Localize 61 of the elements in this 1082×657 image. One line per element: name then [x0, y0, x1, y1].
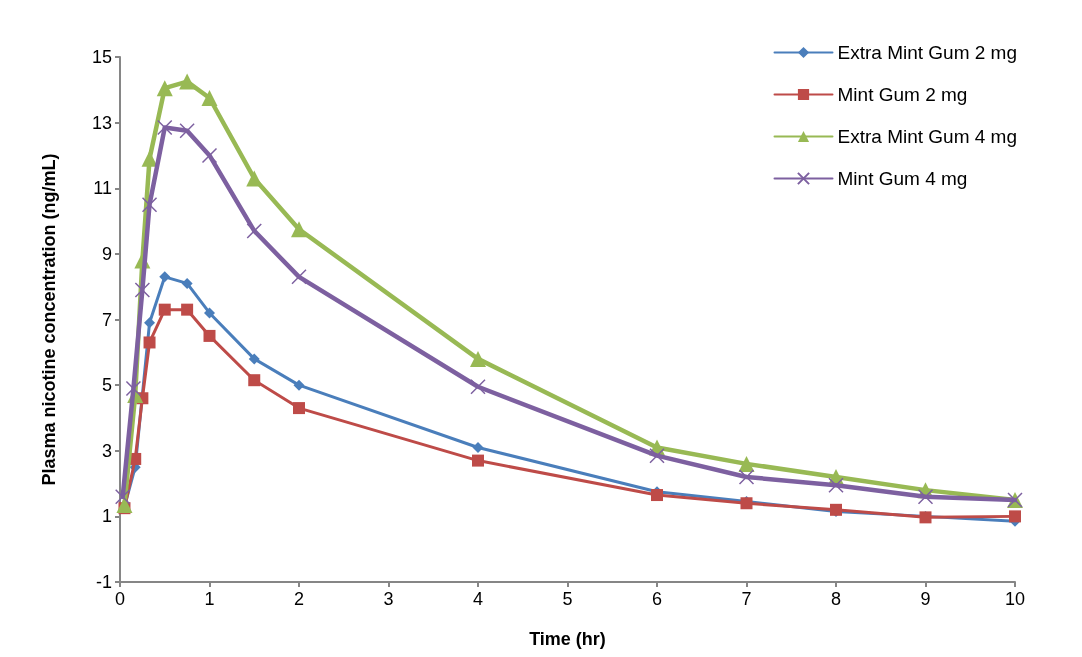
- point: [472, 454, 484, 467]
- y-tick-label: 1: [101, 506, 112, 527]
- y-tick-label: 5: [101, 375, 112, 396]
- point: [158, 303, 171, 316]
- y-tick-label: 9: [101, 243, 112, 264]
- point: [248, 374, 261, 387]
- point: [201, 90, 218, 107]
- point: [179, 73, 196, 90]
- point: [159, 271, 171, 283]
- point: [651, 489, 663, 502]
- y-tick-label: 13: [91, 112, 112, 133]
- point: [917, 488, 934, 505]
- x-axis-title: Time (hr): [529, 629, 606, 649]
- point: [141, 150, 158, 167]
- point: [248, 353, 260, 365]
- legend-label: Mint Gum 4 mg: [837, 168, 968, 189]
- point: [738, 469, 755, 485]
- y-tick-label: 3: [101, 440, 112, 461]
- y-tick-label: 11: [93, 178, 112, 199]
- point: [179, 123, 195, 139]
- x-tick-label: 9: [920, 589, 931, 609]
- point: [472, 441, 484, 453]
- point: [134, 282, 151, 298]
- point: [141, 196, 158, 213]
- point: [204, 307, 215, 319]
- x-tick-label: 5: [562, 589, 573, 609]
- point: [203, 329, 216, 342]
- point: [470, 350, 486, 367]
- y-axis-title: Plasma nicotine concentration (ng/mL): [39, 153, 59, 486]
- point: [293, 379, 305, 391]
- point: [246, 170, 263, 187]
- x-tick-label: 3: [383, 589, 394, 609]
- point: [156, 80, 173, 97]
- x-tick-label: 2: [293, 589, 305, 609]
- legend-label: Extra Mint Gum 2 mg: [837, 42, 1018, 63]
- x-tick-label: 0: [114, 589, 126, 609]
- x-tick-label: 1: [204, 589, 215, 609]
- legend-label: Extra Mint Gum 4 mg: [837, 126, 1018, 147]
- point: [738, 455, 755, 472]
- point: [144, 317, 156, 329]
- point: [114, 488, 131, 505]
- y-tick-label: 15: [91, 47, 112, 67]
- point: [649, 447, 665, 464]
- legend-label: Mint Gum 2 mg: [837, 84, 968, 105]
- x-tick-label: 8: [830, 589, 842, 609]
- y-tick-label: 7: [101, 309, 112, 330]
- point: [143, 336, 156, 349]
- point: [291, 221, 307, 238]
- point: [828, 477, 844, 493]
- point: [470, 379, 486, 395]
- x-tick-label: 4: [472, 589, 484, 609]
- point: [157, 119, 173, 136]
- x-tick-label: 7: [741, 589, 752, 609]
- y-tick-label: -1: [95, 572, 112, 592]
- point: [293, 402, 305, 415]
- point: [1009, 510, 1021, 523]
- point: [181, 303, 194, 316]
- point: [125, 380, 142, 397]
- x-tick-label: 10: [1004, 589, 1026, 609]
- point: [181, 277, 193, 289]
- x-tick-label: 6: [651, 589, 663, 609]
